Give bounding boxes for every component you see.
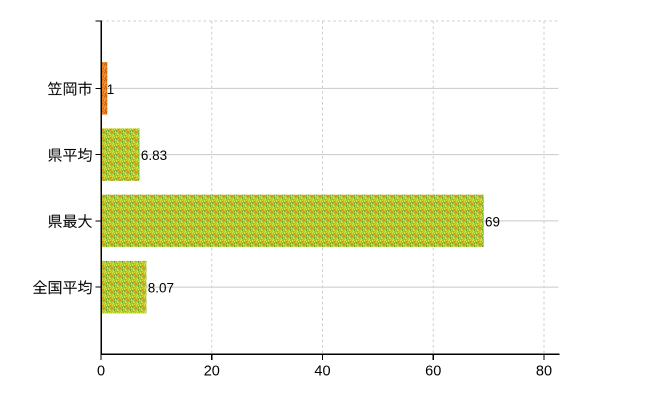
svg-text:69: 69 [485, 214, 500, 229]
svg-text:6.83: 6.83 [141, 148, 167, 163]
svg-text:0: 0 [97, 364, 105, 380]
svg-text:20: 20 [204, 364, 220, 380]
svg-text:8.07: 8.07 [148, 281, 174, 296]
svg-text:1: 1 [107, 82, 115, 97]
svg-text:60: 60 [425, 364, 441, 380]
svg-text:40: 40 [314, 364, 330, 380]
svg-text:80: 80 [536, 364, 552, 380]
